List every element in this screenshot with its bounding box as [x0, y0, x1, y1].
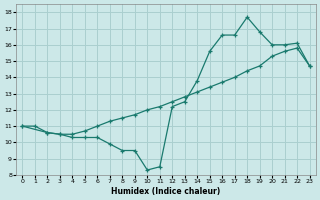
- X-axis label: Humidex (Indice chaleur): Humidex (Indice chaleur): [111, 187, 221, 196]
